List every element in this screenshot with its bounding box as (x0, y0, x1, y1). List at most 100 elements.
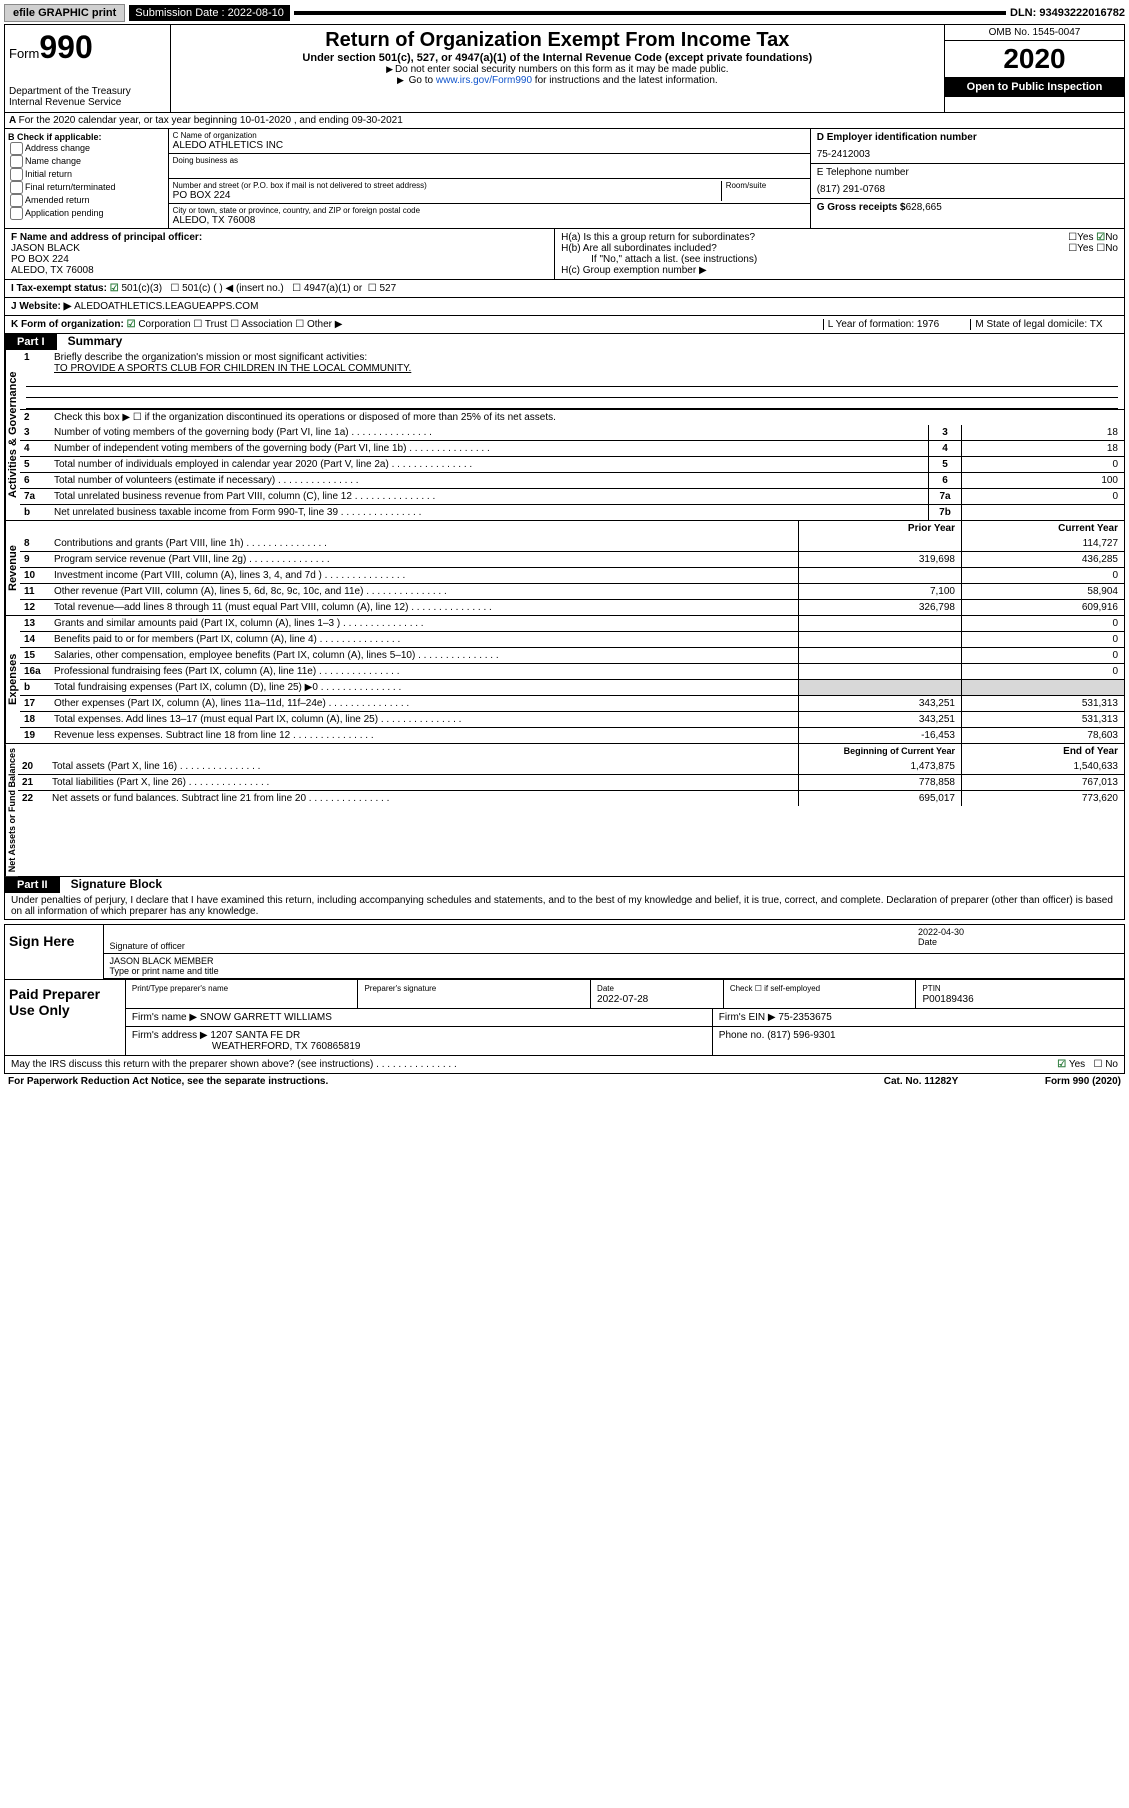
city-label: City or town, state or province, country… (173, 206, 806, 215)
col-h: H(a) Is this a group return for subordin… (554, 229, 1124, 279)
opt-pending[interactable]: Application pending (8, 207, 165, 220)
header-mid: Return of Organization Exempt From Incom… (171, 25, 944, 112)
sig-date: 2022-04-30 (918, 927, 1118, 937)
note-goto: Go to www.irs.gov/Form990 for instructio… (175, 75, 940, 86)
part2: Part II Signature Block Under penalties … (4, 877, 1125, 920)
data-line: 11Other revenue (Part VIII, column (A), … (20, 583, 1124, 599)
data-line: 19Revenue less expenses. Subtract line 1… (20, 727, 1124, 743)
opt-final[interactable]: Final return/terminated (8, 181, 165, 194)
mission: TO PROVIDE A SPORTS CLUB FOR CHILDREN IN… (54, 363, 411, 374)
h-note: If "No," attach a list. (see instruction… (561, 254, 1118, 265)
org-name: ALEDO ATHLETICS INC (173, 140, 806, 151)
firm-addr-label: Firm's address ▶ (132, 1030, 208, 1041)
k-label: K Form of organization: (11, 319, 124, 330)
firm-phone-label: Phone no. (719, 1030, 765, 1041)
gov-line: 4Number of independent voting members of… (20, 440, 1124, 456)
opt-address[interactable]: Address change (8, 142, 165, 155)
data-line: 18Total expenses. Add lines 13–17 (must … (20, 711, 1124, 727)
topbar: efile GRAPHIC print Submission Date : 20… (4, 4, 1125, 22)
col-b: B Check if applicable: Address change Na… (5, 129, 169, 228)
k-trust: Trust (205, 319, 227, 330)
firm-ein-label: Firm's EIN ▶ (719, 1012, 776, 1023)
header-left: Form990 Department of the Treasury Inter… (5, 25, 171, 112)
row-i: I Tax-exempt status: ☑ 501(c)(3) ☐ 501(c… (4, 280, 1125, 298)
data-line: 10Investment income (Part VIII, column (… (20, 567, 1124, 583)
e-phone: E Telephone number (817) 291-0768 (811, 164, 1124, 199)
q2: Check this box ▶ ☐ if the organization d… (50, 410, 1124, 425)
phone-label: E Telephone number (817, 167, 909, 178)
form-subtitle: Under section 501(c), 527, or 4947(a)(1)… (175, 52, 940, 64)
note-ssn: Do not enter social security numbers on … (175, 64, 940, 75)
opt-initial[interactable]: Initial return (8, 168, 165, 181)
gov-line: 7aTotal unrelated business revenue from … (20, 488, 1124, 504)
website-val: ALEDOATHLETICS.LEAGUEAPPS.COM (74, 301, 258, 312)
h-b: H(b) Are all subordinates included? ☐Yes… (561, 243, 1118, 254)
submission-date: Submission Date : 2022-08-10 (129, 5, 290, 21)
opt-amended[interactable]: Amended return (8, 194, 165, 207)
ptin-val: P00189436 (922, 994, 973, 1005)
row-a: A For the 2020 calendar year, or tax yea… (4, 113, 1125, 129)
gross-label: G Gross receipts $ (817, 202, 906, 213)
part1-hdr: Part I (5, 334, 57, 350)
section-b-to-g: B Check if applicable: Address change Na… (4, 129, 1125, 229)
gov-line: 5Total number of individuals employed in… (20, 456, 1124, 472)
j-label: J Website: ▶ (11, 301, 71, 312)
data-line: 15Salaries, other compensation, employee… (20, 647, 1124, 663)
sign-section: Sign Here Signature of officer 2022-04-3… (4, 924, 1125, 980)
m-state: M State of legal domicile: TX (970, 319, 1118, 330)
goto-pre: Go to (409, 75, 436, 86)
i-527: 527 (380, 283, 397, 294)
b-label: B Check if applicable: (8, 132, 102, 142)
form-word: Form (9, 46, 39, 61)
part1: Part I Summary Activities & Governance 1… (4, 334, 1125, 877)
prep-sig-label: Preparer's signature (364, 984, 436, 993)
goto-link[interactable]: www.irs.gov/Form990 (436, 75, 532, 86)
d-ein: D Employer identification number 75-2412… (811, 129, 1124, 164)
goto-post: for instructions and the latest informat… (532, 75, 718, 86)
addr-label: Number and street (or P.O. box if mail i… (173, 181, 721, 190)
form-number: 990 (39, 29, 92, 65)
declaration: Under penalties of perjury, I declare th… (5, 893, 1124, 919)
k-assoc: Association (241, 319, 292, 330)
opt-name[interactable]: Name change (8, 155, 165, 168)
h-c: H(c) Group exemption number ▶ (561, 265, 1118, 276)
paid-section: Paid Preparer Use Only Print/Type prepar… (4, 980, 1125, 1056)
prep-date-label: Date (597, 984, 614, 993)
footer: For Paperwork Reduction Act Notice, see … (4, 1074, 1125, 1089)
footer-mid: Cat. No. 11282Y (861, 1076, 981, 1087)
gov-line: 3Number of voting members of the governi… (20, 425, 1124, 440)
col-begin: Beginning of Current Year (798, 744, 961, 759)
blackbar-spacer (294, 11, 1006, 15)
section-f-h: F Name and address of principal officer:… (4, 229, 1125, 280)
vlabel-net: Net Assets or Fund Balances (5, 744, 18, 876)
data-line: 14Benefits paid to or for members (Part … (20, 631, 1124, 647)
sig-label: Signature of officer (110, 941, 185, 951)
col-f: F Name and address of principal officer:… (5, 229, 554, 279)
part2-title: Signature Block (63, 877, 162, 891)
efile-btn[interactable]: efile GRAPHIC print (4, 4, 125, 22)
signer-name: JASON BLACK MEMBER (110, 956, 1118, 966)
firm-addr1: 1207 SANTA FE DR (210, 1030, 300, 1041)
part1-title: Summary (60, 334, 123, 348)
form-header: Form990 Department of the Treasury Inter… (4, 24, 1125, 113)
data-line: 17Other expenses (Part IX, column (A), l… (20, 695, 1124, 711)
ein-val: 75-2412003 (817, 143, 1118, 160)
data-line: 16aProfessional fundraising fees (Part I… (20, 663, 1124, 679)
col-current: Current Year (961, 521, 1124, 536)
row-k: K Form of organization: ☑ Corporation ☐ … (4, 316, 1125, 334)
vlabel-exp: Expenses (5, 616, 20, 743)
q1: Briefly describe the organization's miss… (50, 350, 1124, 376)
vlabel-rev: Revenue (5, 521, 20, 615)
f-label: F Name and address of principal officer: (11, 232, 202, 243)
gross-val: 628,665 (906, 202, 942, 213)
k-other: Other ▶ (307, 319, 342, 330)
data-line: 21Total liabilities (Part X, line 26)778… (18, 774, 1124, 790)
discuss-row: May the IRS discuss this return with the… (4, 1056, 1125, 1074)
omb-no: OMB No. 1545-0047 (945, 25, 1124, 41)
part2-hdr: Part II (5, 877, 60, 893)
exp-content: 13Grants and similar amounts paid (Part … (20, 616, 1124, 743)
prep-date: 2022-07-28 (597, 994, 648, 1005)
dept-label: Department of the Treasury Internal Reve… (9, 86, 166, 108)
form-990-label: Form990 (9, 29, 166, 66)
col-prior: Prior Year (798, 521, 961, 536)
